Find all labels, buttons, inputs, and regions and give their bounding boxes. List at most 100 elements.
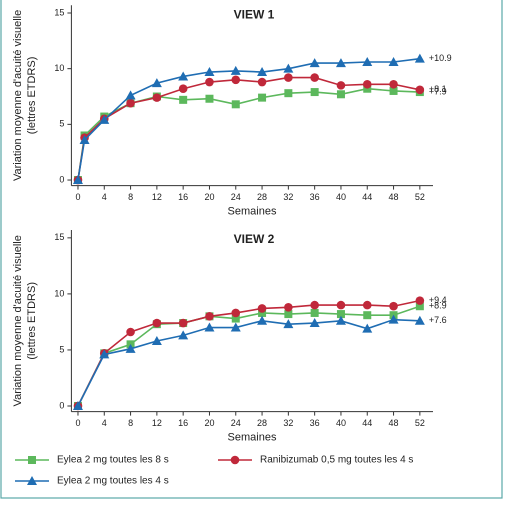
value-label: +10.9 [429,53,452,63]
y-tick-label: 10 [54,63,64,73]
y-axis-title: (lettres ETDRS) [26,57,38,135]
marker [389,86,398,95]
marker [414,315,425,325]
value-label: +8.1 [429,84,447,94]
x-tick-label: 24 [231,418,241,428]
marker [152,318,162,328]
marker [231,308,241,318]
marker [99,349,110,359]
marker [152,93,162,102]
marker [310,300,319,310]
marker [205,312,214,321]
x-tick-label: 44 [362,192,372,202]
legend-marker [27,476,37,485]
marker [362,79,372,89]
x-tick-label: 20 [204,192,214,202]
marker [257,77,267,87]
marker [284,310,293,319]
x-tick-label: 32 [283,192,293,202]
marker [230,322,241,332]
marker [125,90,136,100]
marker [257,315,268,325]
x-tick-label: 28 [257,418,267,428]
value-label: +7.9 [429,86,447,96]
marker [178,71,189,81]
marker [231,314,240,323]
marker [336,300,346,310]
x-tick-label: 28 [257,192,267,202]
y-tick-label: 5 [59,119,64,129]
marker [179,95,188,104]
x-tick-label: 40 [336,192,346,202]
marker [362,56,373,66]
marker [230,65,241,75]
marker [99,114,110,124]
marker [126,327,135,337]
marker [284,73,293,82]
marker [389,79,398,89]
legend-label: Eylea 2 mg toutes les 4 s [57,476,169,487]
marker [415,302,424,311]
marker [415,296,425,305]
marker [362,323,373,333]
marker [389,301,398,311]
marker [335,315,346,325]
series-line [77,305,421,407]
x-tick-label: 12 [152,192,162,202]
x-tick-label: 4 [102,192,107,202]
marker [205,94,214,103]
x-tick-label: 44 [362,418,372,428]
legend-marker [230,455,240,465]
marker [257,304,267,313]
marker [284,303,293,312]
marker [363,311,372,320]
frame [0,0,503,499]
x-axis-title: Semaines [228,206,277,218]
value-label: +7.6 [429,315,447,325]
x-tick-label: 0 [75,418,80,428]
x-tick-label: 16 [178,418,188,428]
marker [151,335,162,345]
marker [362,300,372,310]
x-tick-label: 16 [178,192,188,202]
marker [283,319,294,329]
marker [335,58,346,68]
x-tick-label: 40 [336,418,346,428]
x-tick-label: 24 [231,192,241,202]
x-tick-label: 52 [415,418,425,428]
series-line [77,57,420,181]
chart-title: VIEW 2 [234,232,275,246]
marker [310,308,319,317]
series-line [77,299,421,407]
y-tick-label: 0 [59,400,64,410]
marker [72,400,83,410]
marker [79,134,90,144]
marker [415,85,425,95]
x-tick-label: 52 [415,192,425,202]
marker [204,67,215,77]
marker [151,78,162,88]
legend-label: Ranibizumab 0,5 mg toutes les 4 s [260,455,413,466]
marker [363,84,372,93]
marker [388,56,399,66]
marker [231,100,240,109]
marker [258,308,267,317]
chart-title: VIEW 1 [234,7,275,21]
x-tick-label: 48 [389,418,399,428]
x-tick-label: 20 [204,418,214,428]
marker [205,77,214,87]
y-axis-title: Variation moyenne d'acuité visuelle [12,10,24,181]
legend-marker [28,456,36,464]
y-tick-label: 10 [54,288,64,298]
marker [283,63,294,73]
y-axis-title: Variation moyenne d'acuité visuelle [12,235,24,406]
marker [336,81,346,90]
x-tick-label: 8 [128,418,133,428]
marker [309,318,320,328]
series-line [77,318,420,407]
y-tick-label: 15 [54,7,64,17]
x-tick-label: 48 [389,192,399,202]
x-tick-label: 4 [102,418,107,428]
marker [336,90,345,99]
